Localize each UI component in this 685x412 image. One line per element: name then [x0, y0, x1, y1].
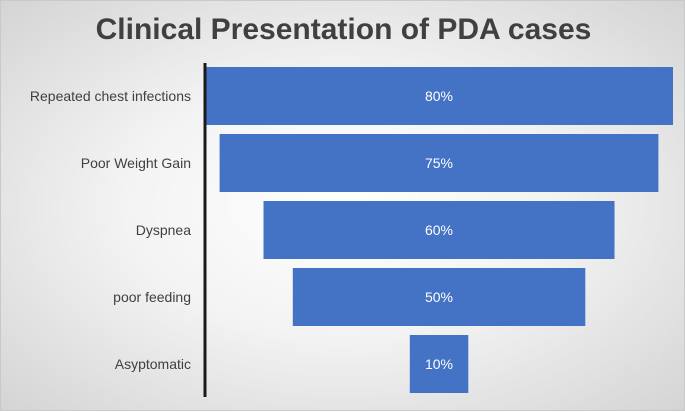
category-label: Repeated chest infections [30, 88, 191, 104]
chart-title: Clinical Presentation of PDA cases [95, 13, 592, 46]
bar-4 [409, 335, 469, 393]
bar-3 [292, 268, 586, 326]
data-label: 10% [425, 356, 453, 372]
data-label: 75% [425, 155, 453, 171]
category-label: Asyptomatic [115, 356, 191, 372]
bar-2 [263, 201, 615, 259]
data-label: 50% [425, 289, 453, 305]
data-label: 60% [425, 222, 453, 238]
category-label: poor feeding [113, 289, 191, 305]
bar-0 [205, 67, 673, 125]
category-label: Dyspnea [136, 222, 191, 238]
bar-1 [219, 134, 659, 192]
data-label: 80% [425, 88, 453, 104]
category-label: Poor Weight Gain [81, 155, 191, 171]
